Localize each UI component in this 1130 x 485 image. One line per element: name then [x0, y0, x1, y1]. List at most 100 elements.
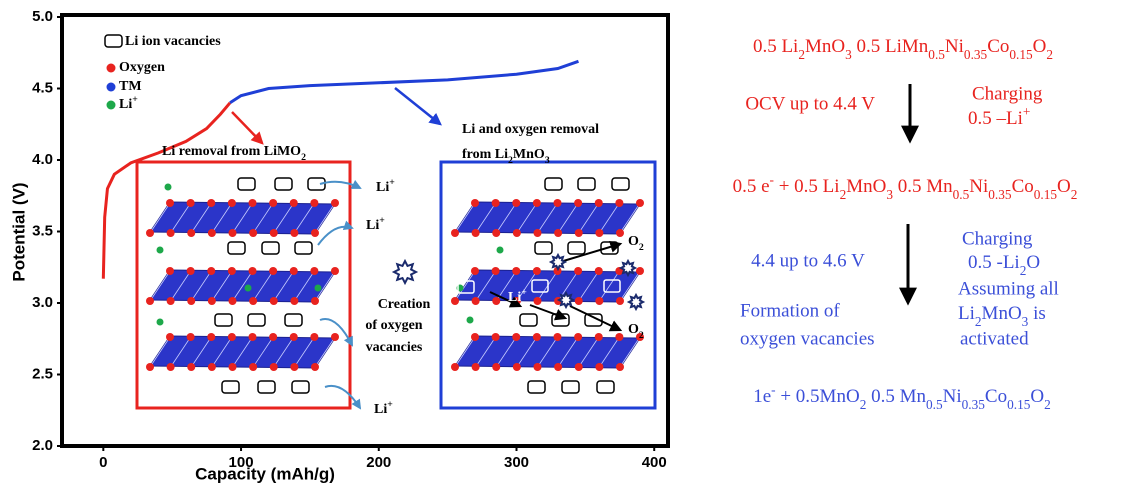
oxygen-atom: [270, 297, 278, 305]
vacancy: [222, 381, 239, 393]
oxygen-atom: [472, 229, 480, 237]
scheme-text: oxygen vacancies: [740, 328, 875, 349]
oxygen-atom: [574, 333, 582, 341]
annotation: Li+: [508, 287, 527, 305]
oxygen-atom: [187, 333, 195, 341]
annotation: Li+: [374, 399, 393, 417]
vacancy: [258, 381, 275, 393]
oxygen-atom: [166, 333, 174, 341]
annotation-part: Li: [374, 402, 387, 417]
oxygen-atom: [616, 297, 624, 305]
annotation: O2: [628, 234, 644, 253]
oxygen-atom: [615, 333, 623, 341]
oxygen-atom: [270, 229, 278, 237]
legend-label: Li ion vacancies: [125, 34, 221, 49]
scheme-text: OCV up to 4.4 V: [745, 93, 875, 114]
annotation: Li and oxygen removal: [462, 122, 599, 137]
oxygen-atom: [166, 199, 174, 207]
vacancy: [228, 242, 245, 254]
oxygen-atom: [187, 199, 195, 207]
scheme-text-part: O: [1030, 386, 1044, 407]
vacancy: [520, 314, 537, 326]
oxygen-atom: [451, 229, 459, 237]
scheme-text-part: 0.5 LiMn: [852, 36, 929, 57]
annotation-part: MnO: [513, 147, 545, 162]
oxygen-atom: [595, 229, 603, 237]
scheme-text-sub: 2: [975, 314, 982, 329]
li-atom: [157, 319, 164, 326]
y-tick-label: 4.5: [32, 79, 53, 96]
vacancy-star: [551, 255, 565, 269]
oxygen-atom: [575, 297, 583, 305]
oxygen-atom: [636, 199, 644, 207]
oxygen-atom: [595, 333, 603, 341]
oxygen-atom: [310, 199, 318, 207]
oxygen-atom: [595, 363, 603, 371]
vacancy: [528, 381, 545, 393]
annotation: Creation: [378, 297, 431, 312]
scheme-text-part: Co: [1012, 176, 1034, 197]
legend-li-dot: [107, 101, 116, 110]
scheme-text-sub: 0.5: [928, 47, 945, 62]
scheme-text: Li2MnO3 is: [958, 303, 1046, 328]
scheme-text-part: O: [1057, 176, 1071, 197]
annotation-part: Li: [366, 218, 379, 233]
legend-label: Oxygen: [119, 60, 165, 75]
oxygen-atom: [533, 267, 541, 275]
oxygen-atom: [208, 229, 216, 237]
scheme-text-part: MnO: [846, 176, 886, 197]
annotation-sub: 2: [301, 152, 306, 163]
vacancy: [545, 178, 562, 190]
scheme-text-part: Ni: [969, 176, 988, 197]
oxygen-atom: [229, 363, 237, 371]
oxygen-atom: [208, 363, 216, 371]
y-tick-label: 4.0: [32, 151, 53, 168]
oxygen-atom: [471, 199, 479, 207]
oxygen-atom: [228, 333, 236, 341]
li-atom: [467, 317, 474, 324]
scheme-text-part: Li: [958, 303, 975, 324]
oxygen-atom: [290, 199, 298, 207]
oxygen-atom: [574, 199, 582, 207]
vacancy: [597, 381, 614, 393]
vacancy: [295, 242, 312, 254]
scheme-text: 0.5 –Li+: [968, 104, 1030, 130]
scheme-text-sub: 2: [1044, 397, 1051, 412]
vacancy: [612, 178, 629, 190]
oxygen-atom: [595, 297, 603, 305]
scheme-text-sub: 2: [1046, 47, 1053, 62]
oxygen-atom: [290, 267, 298, 275]
oxygen-atom: [471, 267, 479, 275]
li-out-arrow: [318, 227, 352, 245]
oxygen-atom: [472, 363, 480, 371]
legend-label: TM: [119, 79, 142, 94]
oxygen-atom: [269, 267, 277, 275]
oxygen-atom: [512, 199, 520, 207]
scheme-text-part: Co: [987, 36, 1009, 57]
oxygen-atom: [310, 267, 318, 275]
oxygen-atom: [166, 267, 174, 275]
vacancy: [292, 381, 309, 393]
y-tick-label: 3.5: [32, 222, 53, 239]
vacancy: [248, 314, 265, 326]
scheme-text-part: MnO: [805, 36, 845, 57]
annotation: Li+: [366, 215, 385, 233]
scheme-text-part: 0.5 Mn: [893, 176, 953, 197]
oxygen-atom: [310, 333, 318, 341]
oxygen-atom: [554, 229, 562, 237]
annotation-sup: +: [379, 215, 385, 226]
oxygen-atom: [533, 333, 541, 341]
oxygen-atom: [228, 199, 236, 207]
oxygen-atom: [554, 333, 562, 341]
oxygen-atom: [512, 333, 520, 341]
oxygen-atom: [290, 297, 298, 305]
li-atom: [497, 247, 504, 254]
scheme-text-part: 0.5 -Li: [968, 252, 1020, 273]
oxygen-atom: [208, 297, 216, 305]
oxygen-atom: [249, 199, 257, 207]
legend-label: Li+: [119, 94, 138, 112]
oxygen-atom: [492, 199, 500, 207]
oxygen-atom: [249, 363, 257, 371]
oxygen-atom: [311, 363, 319, 371]
oxygen-atom: [207, 199, 215, 207]
